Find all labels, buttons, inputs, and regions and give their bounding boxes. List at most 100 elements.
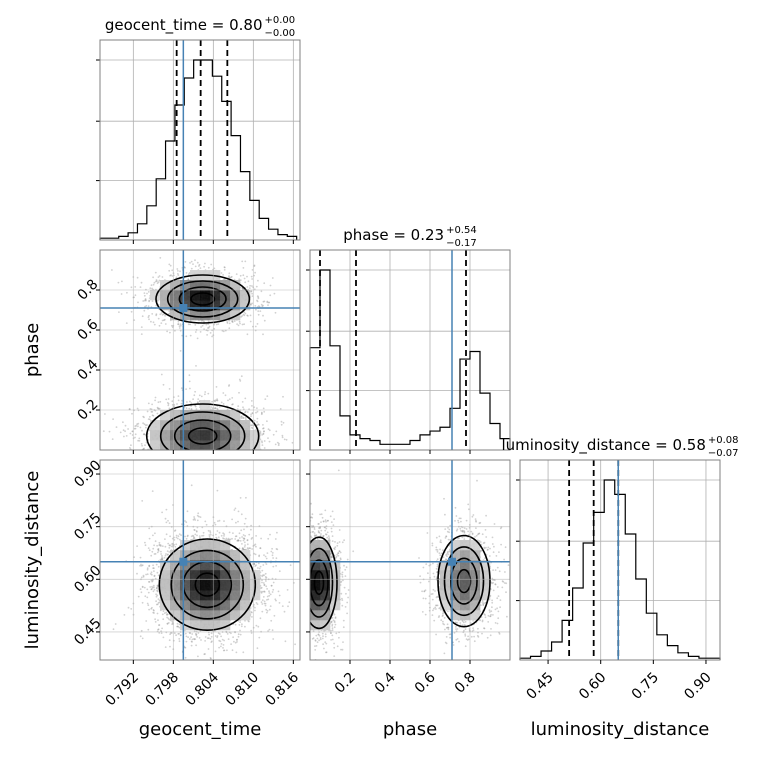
geocent_time-vs-phase-sample-point (152, 276, 155, 279)
geocent_time-vs-phase-sample-point (200, 395, 203, 398)
geocent_time-vs-phase-sample-point (253, 419, 256, 422)
geocent_time-vs-luminosity_distance-sample-point (271, 547, 273, 550)
geocent_time-vs-luminosity_distance-sample-point (170, 632, 173, 634)
geocent_time-vs-luminosity_distance-sample-point (157, 550, 160, 552)
geocent_time-vs-phase-sample-point (133, 319, 136, 321)
geocent_time-vs-phase-sample-point (142, 415, 145, 418)
geocent_time-vs-luminosity_distance-sample-point (185, 521, 188, 524)
geocent_time-vs-phase-sample-point (250, 275, 253, 278)
geocent_time-vs-phase-sample-point (144, 444, 146, 447)
geocent_time-vs-luminosity_distance-sample-point (248, 533, 251, 536)
geocent_time-vs-luminosity_distance-sample-point (171, 620, 174, 623)
geocent_time-vs-phase-sample-point (262, 304, 264, 307)
geocent_time-vs-luminosity_distance-sample-point (250, 629, 253, 632)
geocent_time-vs-phase-sample-point (204, 262, 206, 265)
geocent_time-vs-phase-density-cell (230, 420, 241, 431)
geocent_time-vs-phase-density-cell (240, 440, 251, 450)
geocent_time-vs-phase-sample-point (263, 440, 266, 442)
geocent_time-vs-phase-density-cell (200, 430, 211, 441)
geocent_time-vs-luminosity_distance-sample-point (123, 614, 126, 616)
geocent_time-vs-phase-sample-point (241, 260, 244, 263)
geocent_time-vs-luminosity_distance-sample-point (176, 622, 179, 625)
geocent_time-vs-phase-sample-point (244, 410, 247, 413)
geocent_time-vs-luminosity_distance-sample-point (158, 624, 160, 626)
geocent_time-vs-luminosity_distance-sample-point (136, 572, 138, 575)
geocent_time-vs-luminosity_distance-sample-point (234, 641, 237, 644)
geocent_time-vs-phase-sample-point (229, 276, 231, 279)
geocent_time-vs-phase-sample-point (196, 337, 199, 340)
geocent_time-vs-luminosity_distance-sample-point (178, 640, 181, 643)
geocent_time-vs-phase-sample-point (281, 436, 284, 439)
geocent_time-vs-luminosity_distance-sample-point (174, 545, 177, 548)
geocent_time-vs-phase-sample-point (271, 277, 274, 279)
geocent_time-vs-luminosity_distance-sample-point (236, 641, 238, 643)
geocent_time-vs-phase-sample-point (263, 430, 265, 433)
geocent_time-vs-phase-sample-point (123, 435, 125, 438)
geocent_time-vs-phase-sample-point (262, 300, 265, 303)
geocent_time-vs-luminosity_distance-sample-point (197, 512, 200, 515)
geocent_time-vs-luminosity_distance-sample-point (155, 595, 158, 598)
geocent_time-vs-phase-sample-point (249, 284, 252, 287)
geocent_time-vs-phase-sample-point (180, 402, 183, 405)
geocent_time-vs-phase-sample-point (222, 392, 225, 394)
geocent_time-vs-luminosity_distance-sample-point (199, 516, 202, 518)
geocent_time-vs-phase-sample-point (236, 323, 239, 325)
geocent_time-vs-phase-sample-point (194, 324, 197, 326)
geocent_time-vs-luminosity_distance-sample-point (237, 539, 240, 541)
geocent_time-vs-luminosity_distance-sample-point (141, 564, 144, 567)
geocent_time-vs-phase-sample-point (250, 290, 253, 292)
geocent_time-vs-phase-sample-point (213, 407, 216, 410)
geocent_time-vs-phase-sample-point (238, 378, 241, 381)
geocent_time-vs-phase-sample-point (220, 272, 223, 274)
geocent_time-vs-phase-sample-point (198, 265, 200, 267)
geocent_time-vs-luminosity_distance-sample-point (225, 537, 228, 540)
geocent_time-vs-phase-density-cell (190, 310, 201, 321)
geocent_time-vs-phase-sample-point (226, 321, 229, 323)
geocent_time-vs-luminosity_distance-sample-point (261, 603, 264, 605)
geocent_time-vs-phase-density-cell (220, 310, 231, 321)
geocent_time-vs-luminosity_distance-sample-point (153, 575, 156, 578)
geocent_time-vs-phase-sample-point (228, 322, 231, 325)
geocent_time-vs-phase-sample-point (156, 412, 159, 415)
geocent_time-vs-luminosity_distance-sample-point (171, 623, 174, 625)
geocent_time-vs-luminosity_distance-sample-point (222, 532, 225, 534)
geocent_time-vs-phase-sample-point (154, 399, 157, 402)
geocent_time-vs-phase-sample-point (134, 425, 137, 427)
geocent_time-vs-luminosity_distance-sample-point (156, 586, 159, 589)
geocent_time-vs-phase-sample-point (253, 265, 256, 267)
geocent_time-vs-phase-sample-point (111, 438, 114, 440)
geocent_time-vs-phase-sample-point (154, 396, 157, 399)
geocent_time-vs-phase-sample-point (261, 305, 264, 308)
geocent_time-vs-phase-sample-point (151, 410, 154, 413)
geocent_time-vs-luminosity_distance-sample-point (272, 565, 275, 568)
geocent_time-vs-phase-sample-point (239, 322, 241, 325)
geocent_time-vs-phase-sample-point (136, 276, 139, 279)
geocent_time-vs-luminosity_distance-sample-point (154, 618, 157, 621)
geocent_time-vs-phase-sample-point (143, 433, 146, 436)
geocent_time-vs-luminosity_distance-sample-point (144, 541, 146, 544)
geocent_time-vs-luminosity_distance-sample-point (177, 535, 180, 538)
geocent_time-vs-phase-sample-point (148, 318, 150, 321)
geocent_time-vs-phase-sample-point (147, 418, 150, 420)
geocent_time-vs-phase-sample-point (143, 433, 146, 436)
geocent_time-vs-phase-sample-point (147, 305, 150, 308)
geocent_time-vs-phase-sample-point (134, 427, 137, 430)
geocent_time-vs-luminosity_distance-sample-point (178, 533, 181, 535)
geocent_time-vs-luminosity_distance-sample-point (143, 586, 146, 589)
geocent_time-vs-phase-sample-point (277, 444, 280, 447)
geocent_time-vs-phase-sample-point (126, 291, 128, 294)
geocent_time-vs-phase-sample-point (177, 274, 180, 276)
geocent_time-vs-luminosity_distance-sample-point (192, 518, 195, 521)
geocent_time-vs-luminosity_distance-sample-point (239, 497, 242, 499)
geocent_time-vs-luminosity_distance-sample-point (181, 523, 183, 526)
geocent_time-vs-luminosity_distance-sample-point (259, 565, 262, 568)
geocent_time-vs-phase-density-cell (160, 410, 171, 421)
geocent_time-vs-luminosity_distance-sample-point (167, 519, 169, 522)
geocent_time-vs-luminosity_distance-sample-point (237, 635, 240, 638)
geocent_time-vs-luminosity_distance-sample-point (239, 629, 241, 632)
geocent_time-vs-phase-sample-point (166, 401, 169, 404)
geocent_time-vs-phase-sample-point (170, 274, 172, 276)
geocent_time-vs-phase-sample-point (195, 365, 197, 367)
geocent_time-vs-phase-sample-point (242, 416, 245, 419)
geocent_time-vs-phase-sample-point (130, 444, 132, 447)
